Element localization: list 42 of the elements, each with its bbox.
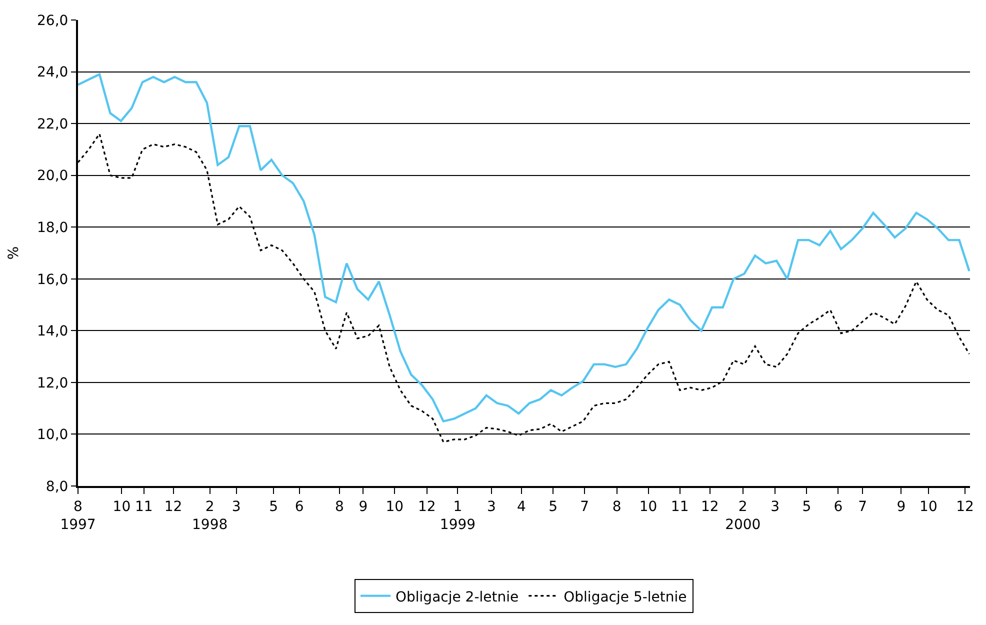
y-tick-label: 16,0: [37, 272, 68, 288]
y-tick-label: 18,0: [37, 220, 68, 236]
y-axis-title: %: [6, 246, 22, 260]
y-tick-label: 24,0: [37, 64, 68, 81]
x-tick-label: 2 2000: [725, 498, 761, 533]
y-tick-label: 22,0: [37, 116, 68, 132]
x-tick-label: 8: [335, 498, 344, 515]
x-tick-label: 10: [639, 498, 658, 515]
y-tick-label: 14,0: [37, 324, 68, 340]
y-tick-label: 8,0: [46, 478, 68, 495]
x-tick-label: 5: [802, 498, 812, 515]
legend-label: Obligacje 2-letnie: [396, 589, 519, 606]
x-tick-label: 9: [896, 498, 906, 515]
x-tick-label: 3: [232, 498, 241, 515]
y-tick-label: 12,0: [37, 375, 68, 392]
x-tick-label: 7: [858, 498, 867, 515]
x-tick-label: 3: [770, 498, 780, 515]
y-tick-label: 20,0: [37, 168, 68, 184]
x-tick-label: 12: [418, 498, 436, 515]
x-tick-label: 8 1997: [60, 498, 96, 533]
x-tick-label: 12: [164, 498, 182, 515]
x-tick-label: 5: [548, 498, 558, 515]
y-tick-label: 26,0: [37, 12, 68, 29]
x-tick-label: 12: [956, 498, 974, 515]
x-tick-label: 9: [358, 498, 368, 515]
x-tick-label: 2 1998: [192, 498, 228, 533]
x-tick-label: 10: [386, 498, 404, 515]
x-tick-label: 10: [112, 498, 131, 515]
x-tick-label: 6: [294, 498, 304, 515]
x-tick-label: 11: [134, 498, 153, 515]
y-tick-label: 10,0: [37, 427, 68, 444]
x-tick-label: 11: [670, 498, 689, 515]
x-tick-label: 5: [269, 498, 278, 515]
x-tick-label: 6: [834, 498, 843, 515]
x-tick-label: 7: [580, 498, 589, 515]
x-tick-label: 1 1999: [440, 498, 476, 533]
legend-label: Obligacje 5-letnie: [564, 589, 687, 606]
x-tick-label: 10: [920, 498, 938, 515]
x-tick-label: 4: [517, 498, 526, 515]
x-tick-label: 3: [486, 498, 496, 515]
x-tick-label: 8: [612, 498, 622, 515]
x-tick-label: 12: [701, 498, 719, 515]
